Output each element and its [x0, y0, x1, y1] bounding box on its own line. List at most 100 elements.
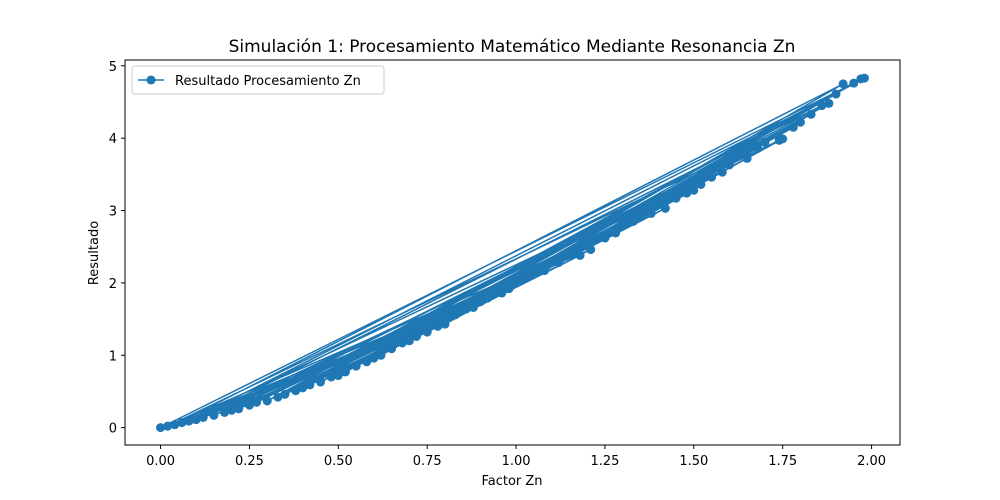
data-point [326, 372, 336, 382]
x-tick-label: 1.25 [590, 454, 619, 469]
data-point [660, 203, 670, 213]
data-point [742, 153, 752, 163]
y-axis-ticks: 0 1 2 3 4 5 [109, 60, 125, 437]
y-tick-label: 0 [109, 422, 117, 437]
data-point [724, 160, 734, 170]
data-point [412, 331, 422, 341]
data-point [824, 98, 834, 108]
data-point [198, 413, 208, 422]
data-point [177, 418, 187, 428]
data-point [291, 386, 301, 396]
data-point [298, 383, 308, 393]
data-point [849, 78, 859, 88]
legend-label: Resultado Procesamiento Zn [175, 74, 361, 89]
data-point [568, 248, 578, 258]
series-markers [156, 73, 869, 433]
data-point [163, 421, 173, 431]
data-point [262, 396, 272, 406]
data-point [497, 288, 507, 298]
data-point [689, 185, 699, 195]
x-tick-label: 2.00 [857, 454, 886, 469]
data-point [156, 423, 166, 433]
data-point [227, 405, 237, 415]
data-point [451, 310, 461, 320]
data-point [618, 221, 628, 231]
data-point [387, 344, 397, 354]
data-point [696, 179, 706, 189]
data-point [280, 389, 290, 399]
data-point [511, 276, 521, 286]
plot-series-area [156, 73, 869, 433]
data-point [209, 410, 219, 420]
y-tick-label: 4 [109, 132, 117, 147]
data-point [184, 416, 194, 426]
data-point [795, 117, 805, 127]
data-point [170, 420, 180, 430]
x-tick-label: 0.50 [324, 454, 353, 469]
data-point [635, 212, 645, 222]
data-point [611, 228, 621, 238]
data-point [838, 79, 848, 89]
data-point [440, 319, 450, 329]
series-line [160, 77, 866, 429]
x-tick-label: 0.00 [146, 454, 175, 469]
data-point [707, 172, 717, 182]
data-point [760, 138, 770, 147]
y-tick-label: 5 [109, 60, 117, 75]
data-point [316, 377, 326, 387]
y-tick-label: 2 [109, 277, 117, 292]
data-point [252, 397, 262, 407]
data-point [351, 361, 361, 371]
data-point [476, 297, 485, 307]
data-point [529, 269, 539, 279]
data-point [397, 338, 407, 348]
data-point [788, 122, 798, 132]
x-tick-label: 0.75 [413, 454, 442, 469]
x-axis-label: Factor Zn [481, 474, 542, 489]
data-point [461, 304, 471, 314]
chart-title: Simulación 1: Procesamiento Matemático M… [229, 37, 796, 57]
data-point [483, 293, 493, 303]
data-point [191, 415, 201, 425]
data-point [682, 188, 692, 198]
data-point [305, 380, 315, 390]
data-point [817, 101, 827, 111]
x-tick-label: 1.75 [768, 454, 797, 469]
data-point [518, 274, 528, 284]
data-point [333, 371, 343, 381]
data-point [376, 350, 386, 360]
data-point [575, 250, 585, 260]
legend-marker-swatch [146, 75, 156, 85]
data-point [340, 367, 350, 377]
data-point [422, 327, 432, 337]
data-point [586, 245, 596, 255]
x-tick-label: 0.25 [235, 454, 264, 469]
data-point [628, 216, 638, 226]
data-point [468, 303, 478, 312]
data-point [646, 208, 656, 218]
x-tick-label: 1.00 [502, 454, 531, 469]
data-point [831, 89, 841, 99]
plot-frame [124, 59, 901, 446]
y-tick-label: 3 [109, 205, 117, 220]
data-point [220, 407, 230, 417]
data-point [504, 284, 514, 294]
data-point [554, 258, 564, 268]
data-point [806, 109, 816, 119]
x-axis-ticks: 0.00 0.25 0.50 0.75 1.00 1.25 1.50 1.75 2.00 [146, 445, 886, 469]
data-point [778, 134, 788, 144]
data-point [753, 143, 763, 153]
data-point [234, 404, 244, 414]
data-point [717, 167, 727, 177]
data-point [671, 193, 681, 203]
data-point [735, 150, 745, 160]
data-point [362, 357, 372, 367]
data-point [856, 74, 866, 84]
data-point [433, 321, 443, 331]
legend-box [131, 65, 385, 95]
data-point [540, 266, 549, 276]
y-tick-label: 1 [109, 349, 117, 364]
y-axis-label: Resultado [87, 221, 102, 285]
data-point [369, 353, 379, 363]
